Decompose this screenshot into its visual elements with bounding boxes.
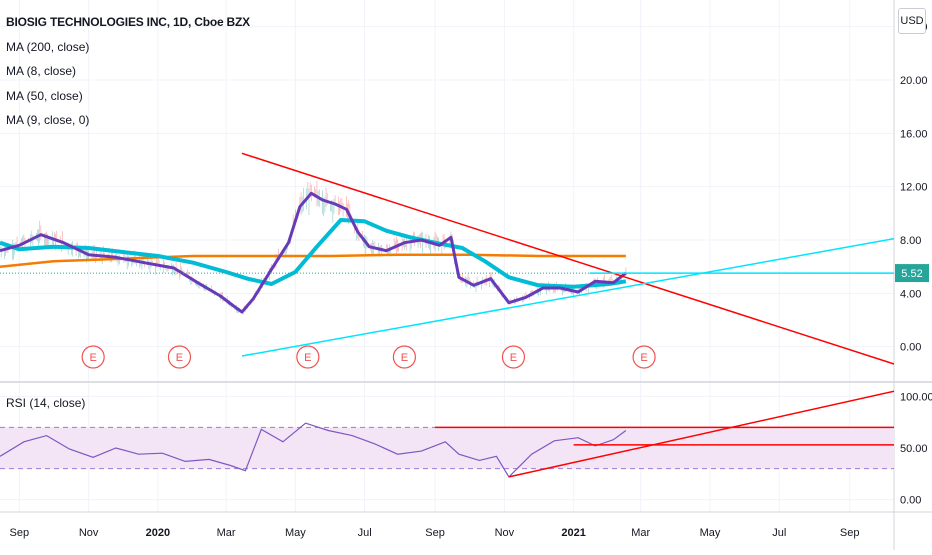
legend-ma-8[interactable]: MA (8, close)	[6, 64, 77, 78]
legend-ma-50[interactable]: MA (50, close)	[6, 88, 83, 103]
x-tick-label-7: Nov	[495, 527, 515, 539]
ma-50-line[interactable]	[0, 218, 627, 289]
price-support-trendline[interactable]	[241, 237, 895, 357]
earnings-marker-label-1: E	[176, 352, 183, 364]
x-tick-label-5: Jul	[358, 527, 372, 539]
price-tick-label-3: 12.00	[900, 182, 928, 194]
price-tick-label-5: 20.00	[900, 75, 928, 87]
x-tick-label-1: Nov	[79, 527, 99, 539]
legend-ma-200[interactable]: MA (200, close)	[6, 39, 90, 54]
x-tick-label-2: 2020	[146, 527, 170, 539]
earnings-marker-label-5: E	[640, 352, 647, 364]
ma-8-line[interactable]	[0, 191, 627, 314]
earnings-marker-0[interactable]	[81, 345, 105, 369]
earnings-marker-label-4: E	[510, 352, 517, 364]
rsi-tick-label-1: 50.00	[900, 443, 928, 455]
earnings-marker-label-0: E	[89, 352, 96, 364]
price-resistance-trendline[interactable]	[241, 152, 895, 365]
last-price-badge-label: 5.52	[901, 268, 922, 280]
symbol-title[interactable]: BIOSIG TECHNOLOGIES INC, 1D, Cboe BZX	[6, 15, 250, 29]
ma-200-line[interactable]	[0, 253, 626, 268]
earnings-marker-3[interactable]	[392, 345, 417, 369]
rsi-tick-label-2: 100.00	[900, 391, 932, 403]
x-tick-label-6: Sep	[425, 527, 445, 539]
earnings-marker-5[interactable]	[632, 345, 656, 369]
last-price-badge[interactable]	[895, 264, 929, 283]
price-tick-label-1: 4.00	[900, 288, 921, 300]
earnings-marker-1[interactable]	[167, 345, 192, 369]
trendline-layer[interactable]	[241, 152, 895, 478]
earnings-marker-4[interactable]	[501, 345, 526, 369]
rsi-band	[0, 427, 894, 469]
x-tick-label-3: Mar	[217, 527, 236, 539]
rsi-tick-label-0: 0.00	[900, 495, 921, 507]
rsi-line[interactable]	[0, 422, 627, 478]
x-tick-label-10: May	[700, 527, 721, 539]
x-tick-label-4: May	[285, 527, 306, 539]
price-tick-label-4: 16.00	[900, 128, 928, 140]
x-tick-label-8: 2021	[561, 527, 585, 539]
rsi-support-trendline[interactable]	[508, 390, 895, 478]
x-tick-label-0: Sep	[10, 527, 30, 539]
price-tick-label-2: 8.00	[900, 235, 921, 247]
rsi-legend[interactable]: RSI (14, close)	[6, 396, 86, 410]
rsi-band-layer	[0, 426, 894, 470]
earnings-marker-label-3: E	[401, 352, 408, 364]
x-tick-label-11: Jul	[772, 527, 786, 539]
earnings-marker-2[interactable]	[296, 345, 320, 369]
currency-button[interactable]: USD	[898, 8, 926, 34]
chart-legend: BIOSIG TECHNOLOGIES INC, 1D, Cboe BZX MA…	[6, 10, 250, 133]
rsi-layer	[0, 422, 627, 478]
x-tick-label-9: Mar	[631, 527, 650, 539]
moving-average-layer	[0, 191, 894, 314]
earnings-marker-label-2: E	[304, 352, 311, 364]
price-tick-label-0: 0.00	[900, 342, 921, 354]
legend-ma-9[interactable]: MA (9, close, 0)	[6, 113, 90, 127]
x-tick-label-12: Sep	[840, 527, 860, 539]
